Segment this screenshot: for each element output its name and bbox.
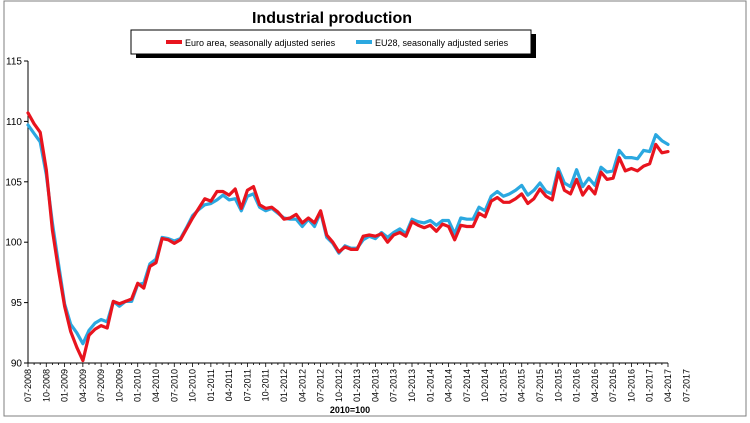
y-tick-label-95: 95 — [11, 298, 23, 309]
x-tick-label-10-2016: 10-2016 — [626, 369, 636, 402]
x-tick-label-01-2015: 01-2015 — [498, 369, 508, 402]
x-tick-label-07-2009: 07-2009 — [96, 369, 106, 402]
x-tick-label-01-2012: 01-2012 — [279, 369, 289, 402]
y-tick-label-90: 90 — [11, 359, 23, 370]
legend-box — [130, 29, 532, 55]
x-tick-label-04-2012: 04-2012 — [297, 369, 307, 402]
x-tick-label-10-2014: 10-2014 — [480, 369, 490, 402]
axes: 90 95 100 105 110 115 07-2008 10-2008 01-2009 04-… — [5, 57, 691, 403]
x-tick-label-10-2013: 10-2013 — [407, 369, 417, 402]
x-tick-label-04-2015: 04-2015 — [517, 369, 527, 402]
x-tick-label-07-2010: 07-2010 — [169, 369, 179, 402]
x-tick-label-10-2012: 10-2012 — [334, 369, 344, 402]
x-tick-label-01-2016: 01-2016 — [572, 369, 582, 402]
y-tick-label-110: 110 — [6, 117, 22, 128]
x-tick-label-01-2010: 01-2010 — [133, 369, 143, 402]
x-tick-label-10-2011: 10-2011 — [261, 369, 271, 401]
chart-frame — [3, 0, 747, 417]
x-tick-label-10-2015: 10-2015 — [553, 369, 563, 402]
chart-title: Industrial production — [252, 10, 412, 27]
y-tick-label-105: 105 — [5, 177, 22, 188]
series-line-euro-area — [26, 111, 670, 363]
x-axis-title: 2010=100 — [330, 405, 370, 415]
x-tick-label-01-2014: 01-2014 — [425, 369, 435, 402]
x-tick-label-07-2011: 07-2011 — [242, 369, 252, 401]
x-tick-label-07-2015: 07-2015 — [535, 369, 545, 402]
x-tick-label-01-2011: 01-2011 — [206, 369, 216, 401]
x-tick-label-07-2014: 07-2014 — [462, 369, 472, 402]
x-tick-label-01-2013: 01-2013 — [352, 369, 362, 402]
legend-label-eu28: EU28, seasonally adjusted series — [375, 38, 509, 48]
x-tick-label-07-2008: 07-2008 — [23, 369, 33, 402]
legend: Euro area, seasonally adjusted series EU… — [130, 29, 536, 58]
x-tick-label-04-2013: 04-2013 — [370, 369, 380, 402]
x-tick-label-10-2008: 10-2008 — [41, 369, 51, 402]
x-tick-label-04-2011: 04-2011 — [224, 369, 234, 401]
x-tick-label-04-2009: 04-2009 — [78, 369, 88, 402]
legend-label-euro-area: Euro area, seasonally adjusted series — [185, 38, 336, 48]
x-tick-label-04-2017: 04-2017 — [663, 369, 673, 402]
x-tick-label-10-2009: 10-2009 — [114, 369, 124, 402]
x-tick-label-01-2009: 01-2009 — [60, 369, 70, 402]
x-tick-label-04-2016: 04-2016 — [590, 369, 600, 402]
x-tick-label-07-2016: 07-2016 — [608, 369, 618, 402]
x-tick-label-04-2010: 04-2010 — [151, 369, 161, 402]
x-tick-label-07-2013: 07-2013 — [389, 369, 399, 402]
x-tick-label-07-2012: 07-2012 — [316, 369, 326, 402]
x-tick-label-10-2010: 10-2010 — [188, 369, 198, 402]
x-tick-label-07-2017: 07-2017 — [681, 369, 691, 402]
y-tick-label-115: 115 — [6, 57, 22, 68]
plot-lines — [26, 111, 670, 363]
y-tick-label-100: 100 — [5, 238, 22, 249]
x-tick-label-04-2014: 04-2014 — [444, 369, 454, 402]
x-tick-label-01-2017: 01-2017 — [645, 369, 655, 402]
